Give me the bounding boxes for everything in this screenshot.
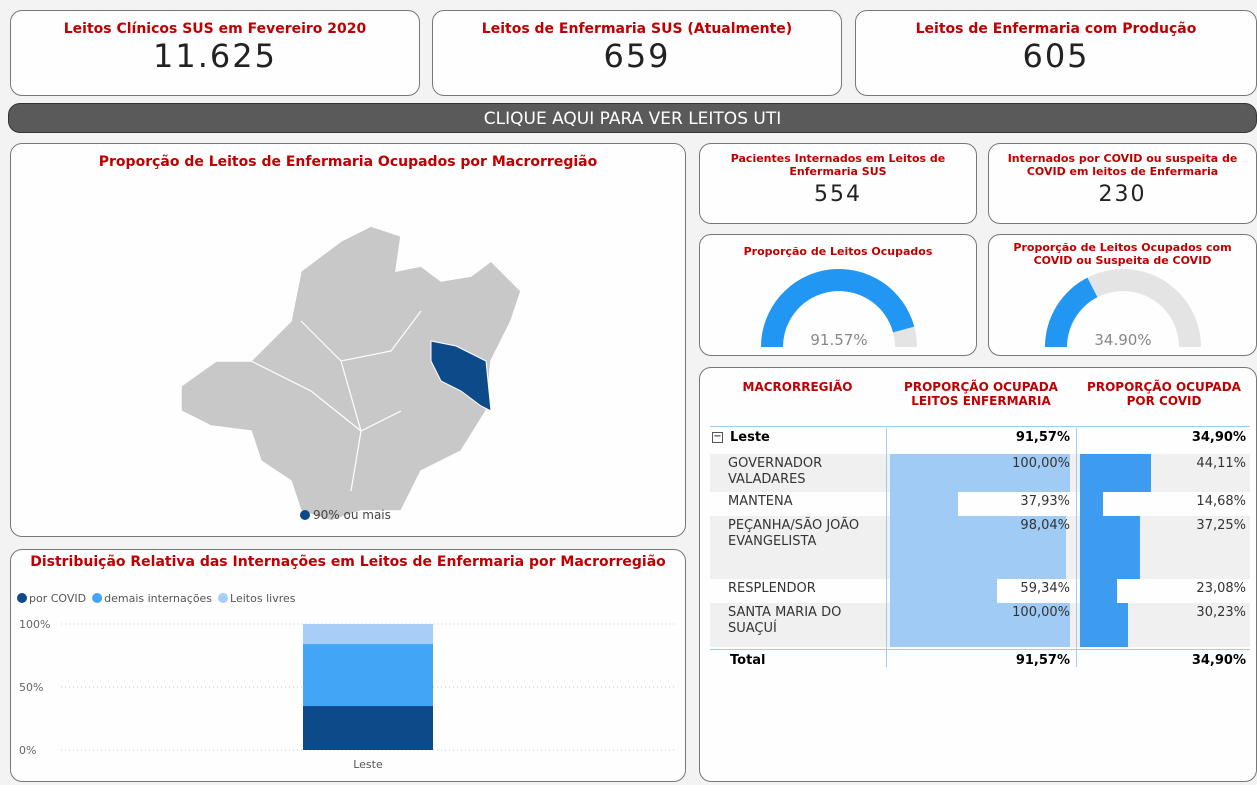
- cell-value: 59,34%: [1020, 581, 1070, 596]
- total-cell: 91,57%: [1015, 653, 1070, 668]
- column-header: PROPORÇÃO OCUPADA LEITOS ENFERMARIA: [904, 380, 1058, 408]
- gauge-value: 34.90%: [1094, 331, 1151, 349]
- uti-button[interactable]: CLIQUE AQUI PARA VER LEITOS UTI: [8, 103, 1257, 133]
- group-name: Leste: [730, 430, 770, 445]
- kpi-card: Leitos Clínicos SUS em Fevereiro 2020 11…: [10, 10, 420, 96]
- kpi-title: Leitos Clínicos SUS em Fevereiro 2020: [63, 21, 367, 37]
- map-panel: Proporção de Leitos de Enfermaria Ocupad…: [10, 143, 686, 537]
- row-name: RESPLENDOR: [728, 581, 816, 596]
- data-bar: [1080, 492, 1104, 516]
- gauge-value: 91.57%: [810, 331, 867, 349]
- indicator-title: Pacientes Internados em Leitos de Enferm…: [730, 152, 946, 178]
- y-tick-label: 100%: [19, 618, 50, 631]
- row-name: MANTENA: [728, 494, 793, 509]
- indicator-value: 554: [814, 182, 862, 207]
- map-borders: [250, 310, 422, 492]
- bar-segment: [303, 706, 433, 750]
- data-bar: [890, 516, 1067, 579]
- data-bar: [1080, 603, 1129, 647]
- row-name: GOVERNADOR VALADARES: [728, 456, 823, 487]
- gauge-card: Proporção de Leitos Ocupados 91.57%: [699, 234, 977, 356]
- indicator-value: 230: [1098, 182, 1147, 207]
- legend-label: 90% ou mais: [313, 508, 391, 522]
- kpi-card: Leitos de Enfermaria com Produção 605: [855, 10, 1257, 96]
- cell-value: 30,23%: [1196, 605, 1246, 620]
- bar-segment: [303, 644, 433, 707]
- bar-chart-panel: Distribuição Relativa das Internações em…: [10, 549, 686, 782]
- indicator-card: Pacientes Internados em Leitos de Enferm…: [699, 143, 977, 224]
- data-bar: [890, 454, 1070, 492]
- kpi-title: Leitos de Enfermaria com Produção: [915, 21, 1197, 37]
- data-bar: [1080, 516, 1140, 579]
- gauge-card: Proporção de Leitos Ocupados com COVID o…: [988, 234, 1257, 356]
- row-name: SANTA MARIA DO SUAÇUÍ: [728, 605, 842, 636]
- gauge-title: Proporção de Leitos Ocupados: [743, 245, 933, 258]
- legend-marker: [92, 593, 103, 603]
- data-bar: [890, 492, 959, 516]
- gauge-title: Proporção de Leitos Ocupados com COVID o…: [1013, 241, 1232, 267]
- indicator-title: Internados por COVID ou suspeita de COVI…: [1007, 152, 1238, 178]
- gauge-fill: [761, 269, 915, 347]
- data-bar: [890, 579, 997, 603]
- legend-label: demais internações: [104, 592, 212, 605]
- cell-value: 23,08%: [1196, 581, 1246, 596]
- legend-marker: [218, 593, 229, 603]
- y-tick-label: 0%: [19, 744, 36, 757]
- map: 90% ou mais: [180, 225, 522, 522]
- map-highlight: [430, 340, 492, 412]
- total-cell: 34,90%: [1191, 653, 1246, 668]
- cell-value: 37,25%: [1196, 518, 1246, 533]
- gauge: 34.90%: [1045, 269, 1201, 349]
- cell-value: 37,93%: [1020, 494, 1070, 509]
- collapse-icon: −: [712, 431, 723, 443]
- map-region: [180, 225, 522, 522]
- column-header: PROPORÇÃO OCUPADA POR COVID: [1087, 380, 1241, 408]
- data-bar: [890, 603, 1070, 647]
- kpi-card: Leitos de Enfermaria SUS (Atualmente) 65…: [432, 10, 842, 96]
- cell-value: 44,11%: [1196, 456, 1246, 471]
- column-rule: [1076, 428, 1077, 667]
- cell-value: 98,04%: [1020, 518, 1070, 533]
- cell-value: 100,00%: [1012, 605, 1070, 620]
- indicator-card: Internados por COVID ou suspeita de COVI…: [988, 143, 1257, 224]
- bar-chart: Distribuição Relativa das Internações em…: [17, 554, 675, 771]
- bar-segment: [303, 624, 433, 645]
- group-cell: 91,57%: [1015, 430, 1070, 445]
- total-rule: [710, 649, 1250, 650]
- x-tick-label: Leste: [353, 758, 383, 771]
- legend-label: por COVID: [29, 592, 86, 605]
- y-tick-label: 50%: [19, 681, 43, 694]
- map-title: Proporção de Leitos de Enfermaria Ocupad…: [98, 154, 598, 170]
- legend-marker: [17, 593, 27, 603]
- chart-title: Distribuição Relativa das Internações em…: [30, 554, 666, 570]
- column-rule: [886, 428, 887, 667]
- header-rule: [710, 426, 1250, 427]
- gauge: 91.57%: [761, 269, 917, 349]
- cell-value: 14,68%: [1196, 494, 1246, 509]
- gauge-fill: [1045, 277, 1098, 347]
- cell-value: 100,00%: [1012, 456, 1070, 471]
- kpi-value: 605: [1022, 37, 1090, 75]
- kpi-value: 659: [603, 37, 671, 75]
- total-name: Total: [730, 653, 766, 668]
- kpi-value: 11.625: [153, 37, 277, 75]
- row-name: PEÇANHA/SÃO JOÃO EVANGELISTA: [728, 518, 860, 549]
- table-panel: MACRORREGIÃO PROPORÇÃO OCUPADA LEITOS ENF…: [699, 367, 1257, 782]
- group-cell: 34,90%: [1191, 430, 1246, 445]
- legend-label: Leitos livres: [230, 592, 296, 605]
- kpi-title: Leitos de Enfermaria SUS (Atualmente): [481, 21, 793, 37]
- data-bar: [1080, 579, 1117, 603]
- legend-marker: [300, 510, 310, 520]
- column-header: MACRORREGIÃO: [742, 380, 853, 394]
- data-bar: [1080, 454, 1151, 492]
